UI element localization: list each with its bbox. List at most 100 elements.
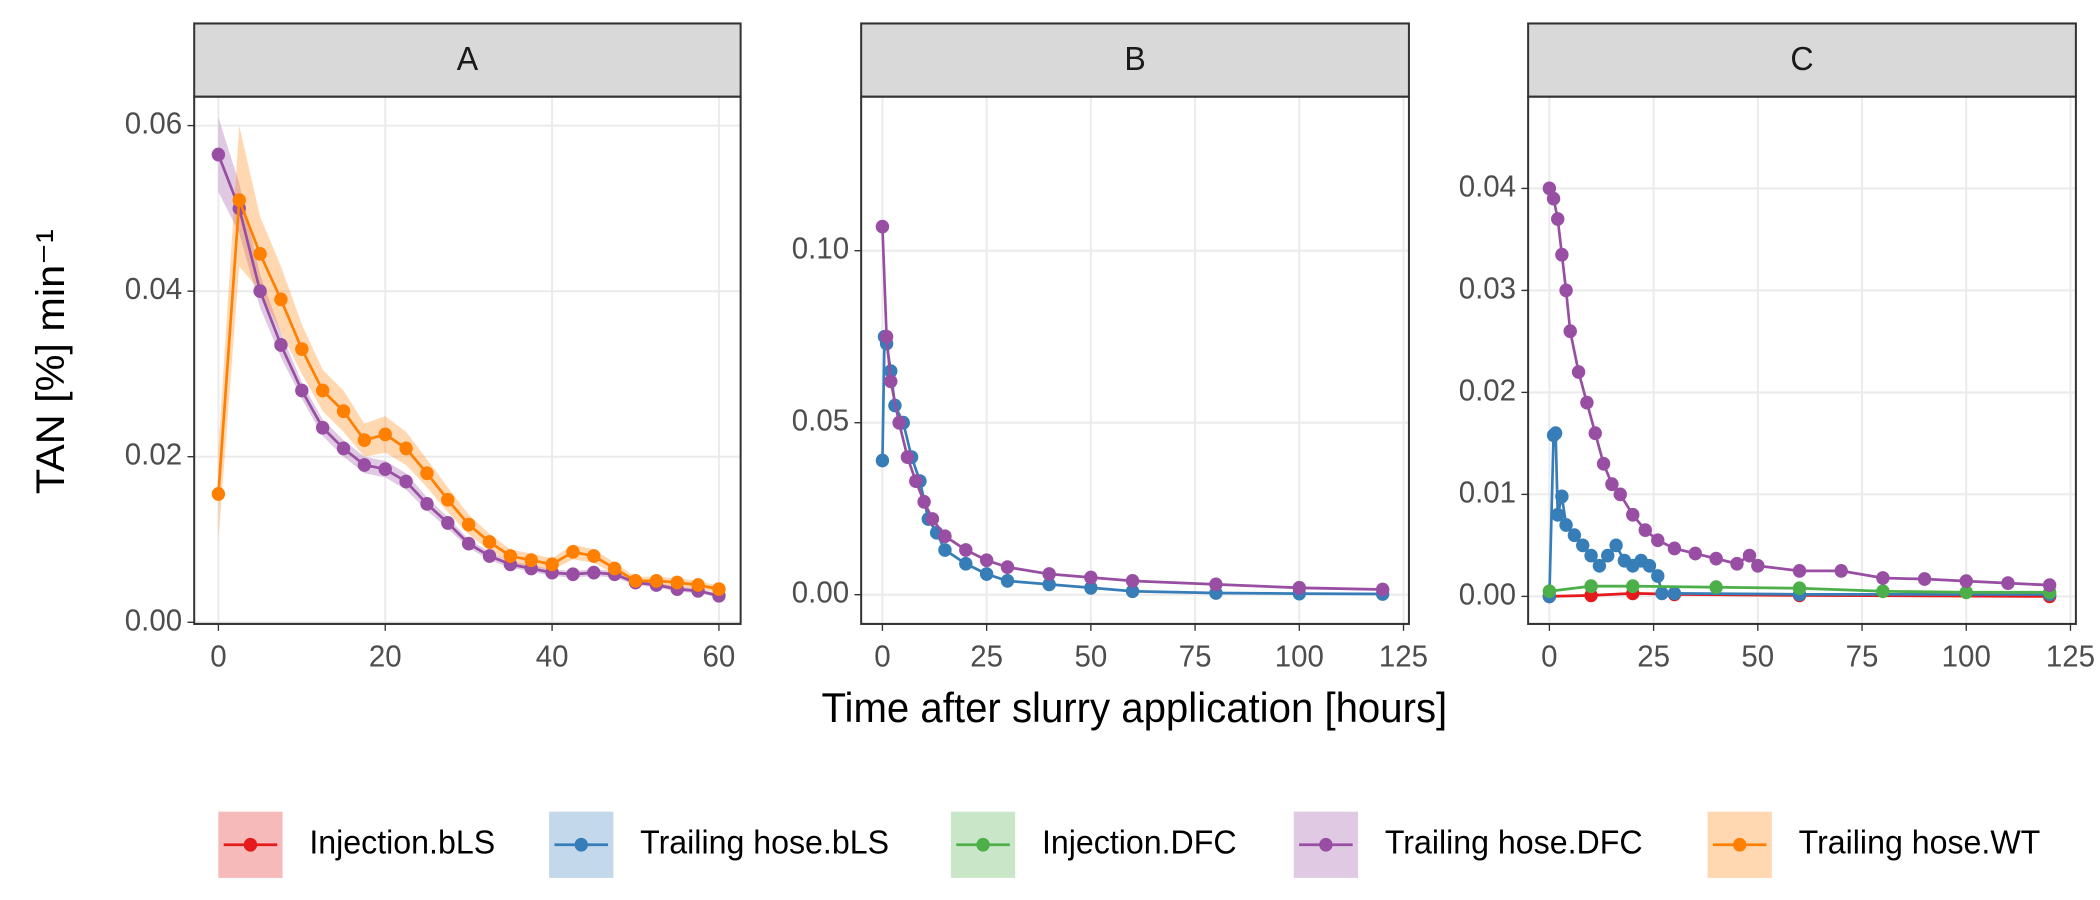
strip-label: A xyxy=(457,40,479,78)
point xyxy=(1638,523,1652,537)
point xyxy=(1000,574,1015,588)
point xyxy=(482,535,497,549)
point xyxy=(545,557,559,572)
point xyxy=(1084,570,1098,585)
point xyxy=(1609,538,1623,553)
point xyxy=(566,545,580,559)
point xyxy=(274,338,288,352)
point xyxy=(482,549,497,563)
x-tick-label: 0 xyxy=(210,640,226,673)
point xyxy=(1751,558,1765,573)
point xyxy=(1580,395,1594,410)
point xyxy=(1792,563,1807,578)
point xyxy=(1601,548,1615,563)
point xyxy=(1730,556,1744,571)
point xyxy=(1834,563,1848,578)
point xyxy=(441,516,455,530)
point xyxy=(378,462,392,477)
point xyxy=(441,492,455,507)
point xyxy=(461,517,476,532)
series-line xyxy=(1548,187,2050,587)
x-tick-label: 50 xyxy=(1741,640,1774,673)
point xyxy=(357,458,372,472)
point xyxy=(909,474,923,489)
point xyxy=(917,494,931,509)
point xyxy=(420,496,434,511)
point xyxy=(979,567,994,581)
legend-dot xyxy=(1319,837,1333,852)
y-tick-label: 0.00 xyxy=(125,604,182,637)
point xyxy=(315,383,330,398)
y-tick-label: 0.01 xyxy=(1459,476,1516,509)
point xyxy=(1555,247,1569,262)
point xyxy=(1709,551,1723,566)
legend-label: Injection.DFC xyxy=(1042,823,1237,861)
point xyxy=(2042,578,2057,593)
point xyxy=(461,536,476,551)
point xyxy=(959,556,973,571)
point xyxy=(1567,528,1582,543)
point xyxy=(336,404,351,419)
point xyxy=(295,342,309,357)
point xyxy=(1959,574,1973,588)
point xyxy=(315,420,330,435)
x-tick-label: 100 xyxy=(1942,640,1991,673)
point xyxy=(1655,586,1669,601)
point xyxy=(1605,477,1619,492)
point xyxy=(1917,572,1932,586)
point xyxy=(420,466,434,481)
point xyxy=(1542,584,1557,599)
panel-background xyxy=(861,96,1409,624)
point xyxy=(399,474,413,489)
strip-label: B xyxy=(1124,40,1145,78)
point xyxy=(1000,560,1015,575)
point xyxy=(959,543,973,557)
point xyxy=(1548,426,1563,441)
point xyxy=(900,450,915,465)
point xyxy=(2001,576,2015,591)
strip xyxy=(1527,22,2077,98)
point xyxy=(336,441,351,456)
point xyxy=(875,219,890,234)
point xyxy=(1688,546,1702,561)
x-tick-label: 125 xyxy=(2046,640,2095,673)
series-line xyxy=(1549,584,2050,594)
point xyxy=(1084,580,1098,595)
point xyxy=(1876,584,1890,599)
point xyxy=(1563,324,1577,339)
y-tick-label: 0.04 xyxy=(1459,170,1516,203)
point xyxy=(938,543,952,557)
point xyxy=(232,193,246,208)
point xyxy=(503,549,518,563)
y-tick-label: 0.03 xyxy=(1459,272,1516,305)
point xyxy=(357,433,372,448)
point xyxy=(925,512,940,526)
point xyxy=(566,567,580,582)
x-tick-label: 40 xyxy=(536,640,569,673)
x-tick-label: 0 xyxy=(874,640,890,673)
legend-label: Trailing hose.DFC xyxy=(1385,823,1643,861)
point xyxy=(1292,580,1306,595)
point xyxy=(670,575,684,590)
point xyxy=(1551,507,1565,522)
point xyxy=(253,247,267,261)
point xyxy=(1042,567,1056,581)
point xyxy=(879,329,894,344)
x-tick-label: 125 xyxy=(1379,640,1428,673)
point xyxy=(1125,584,1140,599)
point xyxy=(1576,538,1590,553)
x-tick-label: 100 xyxy=(1275,640,1324,673)
point xyxy=(691,578,705,592)
point xyxy=(1667,586,1682,601)
x-tick-label: 25 xyxy=(1637,640,1670,673)
point xyxy=(1571,365,1586,379)
strip xyxy=(860,22,1410,98)
legend-dot xyxy=(574,837,588,852)
x-axis-title: Time after slurry application [hours] xyxy=(822,684,1448,731)
point xyxy=(1626,579,1640,594)
legend-label: Trailing hose.WT xyxy=(1799,823,2041,861)
x-tick-label: 25 xyxy=(970,640,1003,673)
point xyxy=(1559,283,1573,298)
y-tick-label: 0.04 xyxy=(125,273,182,306)
point xyxy=(884,374,898,389)
